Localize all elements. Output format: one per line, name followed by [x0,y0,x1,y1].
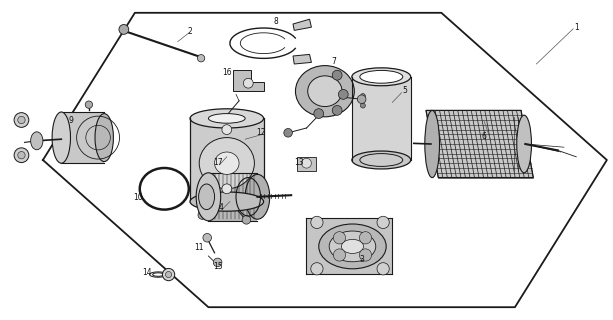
Ellipse shape [295,66,354,117]
Ellipse shape [52,112,70,163]
Ellipse shape [190,192,264,211]
Polygon shape [190,118,264,202]
Text: 17: 17 [213,158,223,167]
Circle shape [332,70,342,80]
Text: 2: 2 [188,27,192,36]
Ellipse shape [319,224,386,269]
Circle shape [119,25,129,34]
Polygon shape [352,75,411,162]
Text: 4: 4 [218,203,223,212]
Ellipse shape [208,114,245,123]
Ellipse shape [517,115,531,173]
Text: 11: 11 [194,243,204,252]
Ellipse shape [196,173,221,221]
Ellipse shape [360,154,403,166]
Polygon shape [293,19,311,30]
Circle shape [360,103,365,108]
Ellipse shape [31,132,43,150]
Polygon shape [233,70,264,91]
Ellipse shape [341,239,364,253]
Circle shape [359,249,371,261]
Circle shape [360,93,365,99]
Text: 16: 16 [222,68,232,77]
Text: 13: 13 [294,158,304,167]
Circle shape [359,232,371,244]
Ellipse shape [245,174,270,219]
Ellipse shape [95,114,113,162]
Polygon shape [306,218,392,274]
Polygon shape [293,54,311,64]
Circle shape [311,216,323,228]
Circle shape [243,78,253,88]
Circle shape [197,55,205,62]
Circle shape [311,263,323,275]
Ellipse shape [190,109,264,128]
Ellipse shape [308,76,342,107]
Circle shape [333,232,346,244]
Ellipse shape [352,68,411,86]
Circle shape [14,113,29,127]
Circle shape [242,216,251,224]
Ellipse shape [215,152,239,174]
Circle shape [198,211,207,219]
Circle shape [357,95,366,103]
Circle shape [85,101,93,108]
Ellipse shape [360,70,403,83]
Polygon shape [61,112,104,163]
Polygon shape [208,173,257,221]
Circle shape [338,90,348,99]
Circle shape [18,152,25,159]
Circle shape [162,268,175,281]
Circle shape [222,184,232,194]
Circle shape [333,249,346,261]
Text: 3: 3 [359,255,364,264]
Text: 5: 5 [402,86,407,95]
Text: 9: 9 [68,116,73,125]
Circle shape [14,148,29,163]
Circle shape [213,258,222,267]
Text: 1: 1 [574,23,579,32]
Ellipse shape [329,231,376,262]
Circle shape [377,263,389,275]
Circle shape [332,106,342,115]
Ellipse shape [199,184,215,210]
Circle shape [222,125,232,134]
Circle shape [377,216,389,228]
Ellipse shape [352,151,411,169]
Ellipse shape [199,138,254,189]
Circle shape [18,116,25,124]
Text: 15: 15 [213,262,223,271]
Circle shape [166,271,172,278]
Text: 10: 10 [133,193,143,202]
Polygon shape [426,110,533,178]
Circle shape [203,234,211,242]
Text: 14: 14 [142,268,152,277]
Text: 7: 7 [332,57,337,66]
Circle shape [314,109,324,118]
Circle shape [302,158,311,168]
Text: 6: 6 [482,132,487,141]
Ellipse shape [425,110,440,178]
Text: 12: 12 [256,128,265,137]
Polygon shape [297,157,316,171]
Text: 8: 8 [273,17,278,26]
Circle shape [284,129,292,137]
